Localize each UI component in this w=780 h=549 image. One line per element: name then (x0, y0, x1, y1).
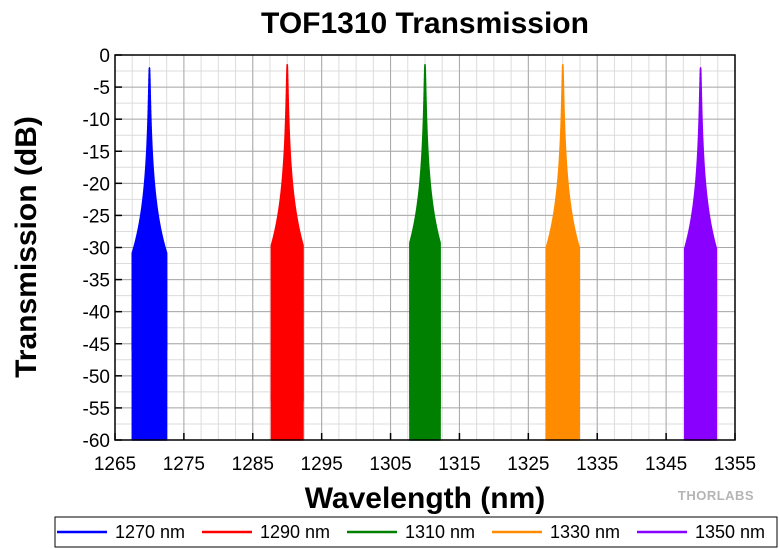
y-tick-label: -5 (93, 78, 110, 99)
y-tick-label: -40 (83, 303, 110, 324)
x-tick-label: 1325 (507, 454, 549, 475)
series-line-1330-nm (545, 64, 581, 441)
x-tick-label: 1345 (645, 454, 687, 475)
series-line-1270-nm (131, 67, 168, 441)
x-tick-label: 1335 (576, 454, 618, 475)
x-tick-label: 1305 (369, 454, 411, 475)
legend-label: 1330 nm (550, 522, 620, 542)
y-tick-label: -50 (83, 367, 110, 388)
x-tick-label: 1315 (438, 454, 480, 475)
series-line-1290-nm (270, 64, 304, 441)
y-tick-label: -20 (83, 174, 110, 195)
x-tick-label: 1265 (94, 454, 136, 475)
x-tick-label: 1275 (163, 454, 205, 475)
series-line-1310-nm (409, 64, 441, 441)
legend-label: 1290 nm (260, 522, 330, 542)
series-layer (131, 64, 718, 441)
y-tick-label: -45 (83, 335, 110, 356)
x-tick-label: 1295 (301, 454, 343, 475)
y-tick-label: -25 (83, 206, 110, 227)
y-tick-label: -15 (83, 142, 110, 163)
x-tick-label: 1355 (714, 454, 756, 475)
axis-ticks (114, 54, 736, 441)
legend-label: 1270 nm (115, 522, 185, 542)
y-axis-label: Transmission (dB) (10, 116, 43, 378)
y-tick-label: -10 (83, 110, 110, 131)
legend: 1270 nm 1290 nm 1310 nm 1330 nm 1350 nm (57, 522, 765, 542)
legend-label: 1350 nm (695, 522, 765, 542)
y-tick-label: 0 (99, 46, 110, 67)
tick-labels: 1265 1275 1285 1295 1305 1315 1325 1335 1345 1355… (83, 46, 757, 475)
series-line-1350-nm (683, 67, 718, 441)
y-tick-label: -60 (83, 431, 110, 452)
y-tick-label: -30 (83, 239, 110, 260)
legend-label: 1310 nm (405, 522, 475, 542)
y-tick-label: -35 (83, 271, 110, 292)
x-tick-label: 1285 (232, 454, 274, 475)
chart-title: TOF1310 Transmission (261, 7, 589, 40)
x-axis-label: Wavelength (nm) (305, 482, 546, 515)
y-tick-label: -55 (83, 399, 110, 420)
thorlabs-watermark: THORLABS (678, 488, 754, 503)
